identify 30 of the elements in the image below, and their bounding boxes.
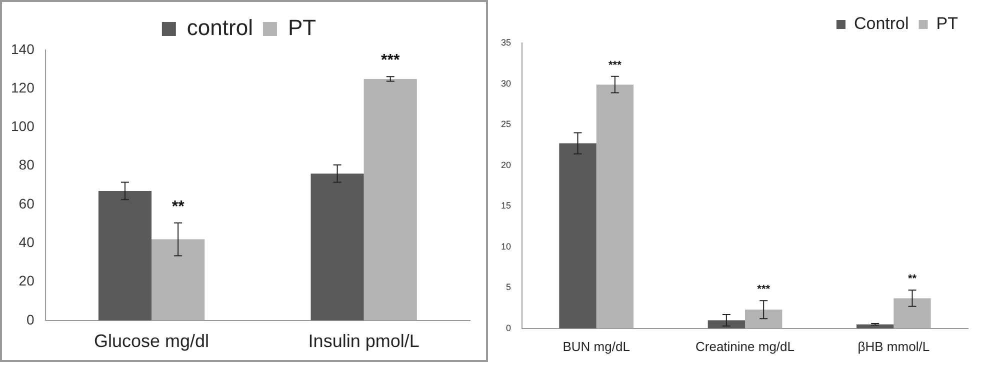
annotation: ***	[381, 52, 400, 70]
y-tick-label: 120	[11, 79, 35, 96]
y-tick-label: 25	[500, 119, 512, 130]
y-tick-label: 60	[18, 195, 35, 212]
y-tick-label: 30	[500, 78, 512, 88]
y-tick-label: 0	[506, 322, 512, 333]
y-tick-label: 20	[500, 160, 512, 170]
y-tick-label: 0	[26, 311, 35, 328]
legend-label: PT	[288, 15, 316, 40]
y-tick-label: 140	[11, 40, 35, 57]
y-tick-label: 10	[500, 241, 512, 252]
y-tick-label: 80	[18, 156, 35, 173]
annotation: ***	[757, 284, 771, 296]
legend-label: control	[186, 15, 253, 40]
legend-label: Control	[854, 14, 909, 34]
legend-label: PT	[936, 14, 958, 34]
annotation: **	[908, 273, 918, 286]
y-tick-label: 100	[11, 118, 35, 134]
y-tick-label: 5	[506, 282, 512, 292]
annotation: ***	[608, 59, 622, 72]
x-tick-label: Creatinine mg/dL	[696, 338, 795, 354]
x-tick-label: Insulin pmol/L	[308, 331, 420, 352]
y-tick-label: 35	[500, 37, 512, 48]
y-tick-label: 15	[500, 200, 512, 211]
y-tick-label: 20	[18, 272, 35, 289]
annotation: **	[172, 198, 186, 216]
x-tick-label: BUN mg/dL	[562, 338, 630, 354]
y-tick-label: 40	[18, 234, 35, 250]
x-tick-label: Glucose mg/dl	[94, 331, 210, 352]
x-tick-label: βHB mmol/L	[858, 338, 930, 354]
